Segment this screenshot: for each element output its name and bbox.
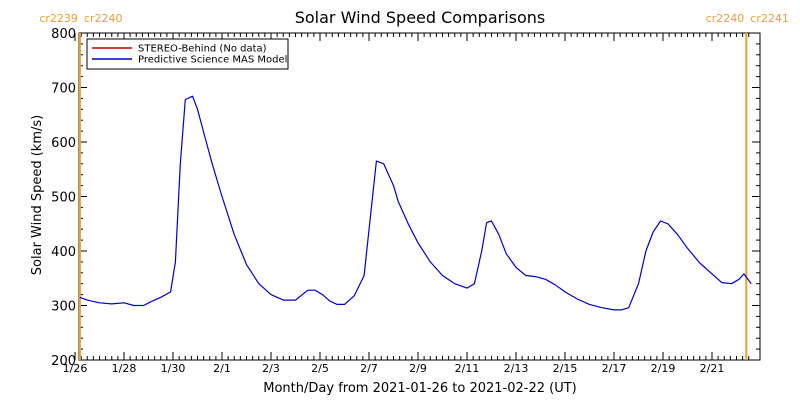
y-tick-label: 200 xyxy=(51,354,76,369)
legend-label-0: STEREO-Behind (No data) xyxy=(138,44,267,55)
carrington-label-after: cr2241 xyxy=(750,12,789,25)
y-tick-label: 700 xyxy=(51,82,76,97)
x-tick-label: 2/3 xyxy=(262,362,280,375)
chart-title: Solar Wind Speed Comparisons xyxy=(295,8,546,27)
y-axis: 200 300 400 500 600 700 800 xyxy=(51,27,760,369)
x-tick-label: 2/9 xyxy=(409,362,427,375)
x-tick-label: 2/1 xyxy=(213,362,231,375)
y-tick-label: 500 xyxy=(51,191,76,206)
x-tick-label: 1/30 xyxy=(161,362,186,375)
x-tick-label: 2/5 xyxy=(311,362,329,375)
legend: STEREO-Behind (No data)Predictive Scienc… xyxy=(86,38,289,70)
y-tick-label: 300 xyxy=(51,300,76,315)
x-tick-label: 2/17 xyxy=(602,362,627,375)
legend-label-1: Predictive Science MAS Model xyxy=(138,55,287,66)
y-axis-label: Solar Wind Speed (km/s) xyxy=(30,115,45,275)
y-tick-label: 600 xyxy=(51,136,76,151)
x-tick-label: 2/11 xyxy=(455,362,480,375)
x-tick-label: 2/15 xyxy=(553,362,578,375)
x-tick-label: 1/28 xyxy=(112,362,137,375)
plot-frame xyxy=(78,32,761,361)
series-line-1 xyxy=(79,95,752,311)
x-tick-label: 2/19 xyxy=(651,362,676,375)
y-tick-label: 800 xyxy=(51,27,76,42)
x-tick-label: 2/13 xyxy=(504,362,529,375)
x-tick-label: 1/26 xyxy=(63,362,88,375)
x-tick-label: 2/7 xyxy=(360,362,378,375)
carrington-label-before: cr2239 xyxy=(39,12,78,25)
series-lines xyxy=(79,95,752,311)
y-tick-label: 400 xyxy=(51,245,76,260)
x-tick-label: 2/21 xyxy=(700,362,725,375)
x-axis-label: Month/Day from 2021-01-26 to 2021-02-22 … xyxy=(263,381,576,396)
legend-box xyxy=(86,38,289,70)
carrington-label-before: cr2240 xyxy=(706,12,745,25)
x-axis: 1/26 1/28 1/30 2/1 2/3 2/5 2/7 2/9 2/11 2/13 2/15 2… xyxy=(63,33,750,375)
carrington-markers: cr2239 cr2240 cr2240 cr2241 xyxy=(39,12,789,360)
carrington-label-after: cr2240 xyxy=(84,12,123,25)
